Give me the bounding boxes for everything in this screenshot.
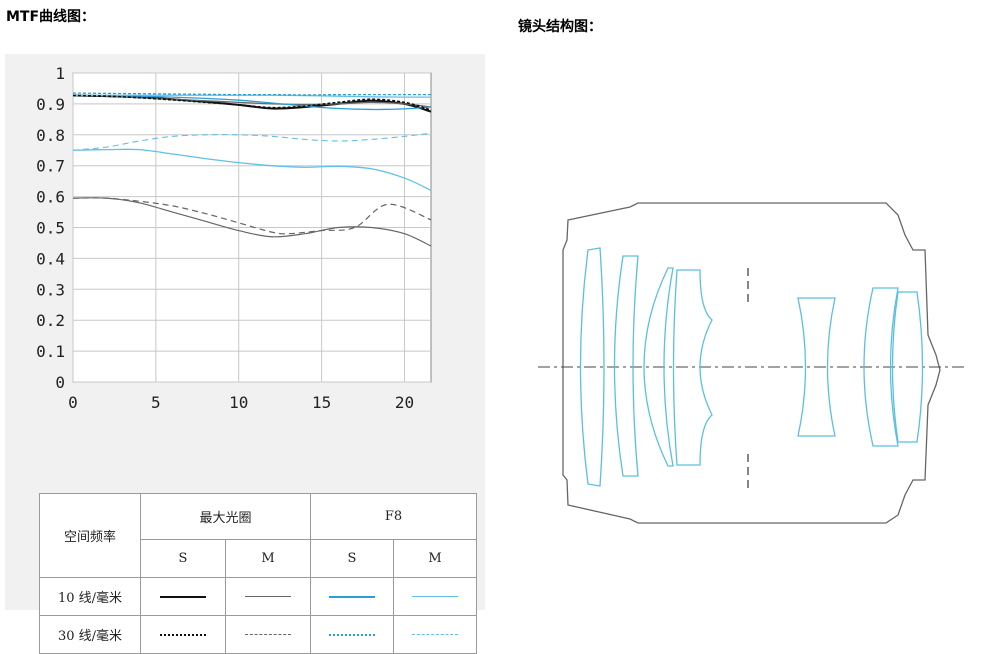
mtf-chart-panel: 0 0.1 0.2 0.3 0.4 0.5 0.6 0.7 0.8 0.9 1 0 5 10 15 20 空间… xyxy=(5,54,485,654)
mtf-series-line-2 xyxy=(72,94,432,108)
swatch-max-m-10 xyxy=(245,596,291,597)
legend-group-f8: F8 xyxy=(310,493,477,540)
y-tick-label: 0.1 xyxy=(36,342,65,361)
mtf-legend-table: 空间频率 最大光圈 F8 S M S M 10 线/毫米 30 线/毫米 xyxy=(39,493,477,654)
y-tick-label: 0.3 xyxy=(36,280,65,299)
legend-row-10-label: 10 线/毫米 xyxy=(39,577,141,616)
mtf-series-line-10 xyxy=(72,197,432,247)
x-tick-label: 5 xyxy=(151,393,161,412)
y-tick-label: 0.8 xyxy=(36,126,65,145)
lens-element-2 xyxy=(613,255,639,477)
y-tick-label: 0.4 xyxy=(36,249,65,268)
swatch-f8-s-30 xyxy=(329,633,375,636)
y-tick-label: 0 xyxy=(55,373,65,392)
mtf-series-line-7 xyxy=(72,92,431,96)
lens-element-5 xyxy=(797,297,836,437)
mtf-series-line-6 xyxy=(72,197,432,235)
y-tick-label: 0.2 xyxy=(36,311,65,330)
swatch-max-m-30 xyxy=(245,634,291,635)
swatch-f8-m-30 xyxy=(412,634,458,635)
legend-col-s: S xyxy=(140,539,226,578)
lens-element-7 xyxy=(891,291,924,443)
legend-col-m: M xyxy=(225,539,311,578)
swatch-max-s-30 xyxy=(160,633,206,636)
legend-group-max-aperture: 最大光圈 xyxy=(140,493,311,540)
mtf-series-line-3 xyxy=(72,94,432,111)
lens-element-3 xyxy=(643,267,674,467)
lens-element-1 xyxy=(579,247,605,487)
y-tick-label: 1 xyxy=(55,64,65,83)
lens-element-4 xyxy=(672,269,713,466)
lens-barrel-outline xyxy=(562,202,941,524)
legend-corner-cell: 空间频率 xyxy=(39,493,141,578)
legend-col-s: S xyxy=(310,539,394,578)
lens-structure-heading: 镜头结构图： xyxy=(518,19,602,35)
lens-element-6 xyxy=(863,287,899,447)
x-tick-label: 10 xyxy=(229,393,248,412)
y-tick-label: 0.5 xyxy=(36,219,65,238)
mtf-chart: 00.10.20.30.40.50.60.70.80.910 5 10 15 20 xyxy=(36,64,432,412)
y-tick-label: 0.6 xyxy=(36,188,65,207)
legend-col-m: M xyxy=(393,539,477,578)
y-tick-label: 0.9 xyxy=(36,95,65,114)
x-tick-label: 20 xyxy=(395,393,414,412)
mtf-series-line-8 xyxy=(72,132,432,151)
swatch-f8-s-10 xyxy=(329,595,375,598)
swatch-max-s-10 xyxy=(160,595,206,598)
x-tick-label: 15 xyxy=(312,393,331,412)
lens-structure-diagram xyxy=(538,202,966,524)
swatch-f8-m-10 xyxy=(412,596,458,597)
mtf-series-line-5 xyxy=(72,94,432,111)
legend-row-10: 10 线/毫米 xyxy=(39,577,477,616)
y-tick-label: 0.7 xyxy=(36,157,65,176)
mtf-series-line-9 xyxy=(72,148,432,192)
x-tick-label: 0 xyxy=(68,393,78,412)
legend-row-30-label: 30 线/毫米 xyxy=(39,615,141,654)
mtf-chart-heading: MTF曲线图： xyxy=(6,9,96,25)
legend-row-30: 30 线/毫米 xyxy=(39,615,477,654)
